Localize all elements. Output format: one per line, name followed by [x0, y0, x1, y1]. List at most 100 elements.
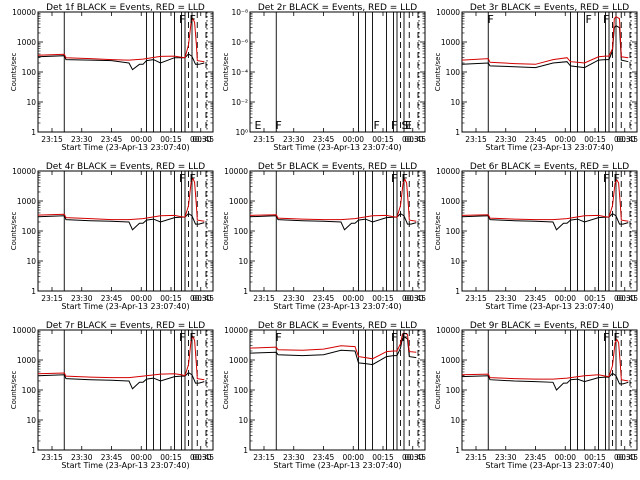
- y-tick-label: 1000: [17, 38, 36, 47]
- x-tick-label: 23:45: [313, 294, 335, 303]
- y-tick-label: 100: [234, 386, 249, 395]
- y-tick-label: 10: [450, 257, 460, 266]
- y-tick-label: 10000: [12, 167, 36, 176]
- x-tick-label: 00:30: [614, 135, 636, 144]
- flag-label: F: [179, 331, 185, 344]
- x-tick-label: 00:30: [190, 294, 212, 303]
- x-tick-label: 23:30: [71, 294, 93, 303]
- chart-panel-3r: Det 3r BLACK = Events, RED = LLD 1 10 100 10…: [434, 3, 638, 152]
- x-tick-label: 00:15: [160, 135, 182, 144]
- x-tick-label: 00:45: [616, 294, 638, 303]
- x-axis-label: Start Time (23-Apr-13 23:07:40): [273, 461, 401, 470]
- x-tick-label: 23:45: [525, 453, 547, 462]
- y-axis-label: Counts/sec: [434, 212, 442, 251]
- y-axis-label: Counts/sec: [222, 53, 230, 92]
- y-tick-label: 100: [22, 386, 37, 395]
- x-tick-label: 23:30: [495, 135, 517, 144]
- chart-title: Det 8r BLACK = Events, RED = LLD: [258, 321, 417, 331]
- x-axis-label: Start Time (23-Apr-13 23:07:40): [273, 143, 401, 152]
- y-axis-label: Counts/sec: [434, 371, 442, 410]
- x-tick-label: 00:30: [402, 135, 424, 144]
- x-tick-label: 00:00: [130, 135, 152, 144]
- chart-panel-1f: Det 1f BLACK = Events, RED = LLD 1 10 100 10…: [10, 3, 214, 152]
- x-tick-label: 23:15: [465, 135, 487, 144]
- y-axis-label: Counts/sec: [434, 53, 442, 92]
- y-tick-label: 10000: [436, 167, 460, 176]
- y-tick-label: 1000: [441, 356, 460, 365]
- flag-label: F: [603, 331, 609, 344]
- x-tick-label: 00:15: [372, 135, 394, 144]
- y-tick-label: 1000: [229, 356, 248, 365]
- flag-label: F: [179, 172, 185, 185]
- events-series-line: [37, 371, 205, 390]
- x-tick-label: 00:00: [342, 135, 364, 144]
- x-axis-label: Start Time (23-Apr-13 23:07:40): [61, 143, 189, 152]
- x-tick-label: 23:30: [283, 135, 305, 144]
- x-tick-label: 23:15: [41, 453, 63, 462]
- x-tick-label: 23:15: [253, 453, 275, 462]
- y-tick-label: 1: [31, 446, 36, 455]
- flag-label: F: [179, 13, 185, 26]
- y-axis-label: Counts/sec: [222, 212, 230, 251]
- chart-title: Det 2r BLACK = Events, RED = LLD: [258, 3, 417, 13]
- flag-label: F: [603, 13, 609, 26]
- y-tick-label: 10: [450, 416, 460, 425]
- x-tick-label: 23:45: [525, 135, 547, 144]
- x-tick-label: 00:45: [404, 294, 426, 303]
- events-series-line: [249, 212, 417, 231]
- y-tick-label: 10000: [224, 326, 248, 335]
- y-tick-label: 10⁻⁸: [231, 8, 248, 17]
- lld-series-line: [461, 179, 629, 222]
- chart-title: Det 5r BLACK = Events, RED = LLD: [258, 162, 417, 172]
- chart-panel-9r: Det 9r BLACK = Events, RED = LLD 1 10 100 10…: [434, 321, 638, 470]
- x-tick-label: 00:15: [584, 135, 606, 144]
- x-tick-label: 23:45: [101, 135, 123, 144]
- x-tick-label: 00:30: [190, 135, 212, 144]
- y-tick-label: 10: [238, 416, 248, 425]
- y-tick-label: 10⁻⁶: [231, 38, 248, 47]
- flag-label: F: [190, 13, 196, 26]
- y-tick-label: 10: [238, 257, 248, 266]
- flag-label: S: [402, 119, 409, 132]
- flag-label: F: [391, 331, 397, 344]
- y-tick-label: 1: [31, 287, 36, 296]
- chart-panel-6r: Det 6r BLACK = Events, RED = LLD 1 10 100 10…: [434, 162, 638, 311]
- x-tick-label: 23:30: [71, 135, 93, 144]
- flag-label: E: [255, 119, 262, 132]
- x-tick-label: 00:45: [404, 453, 426, 462]
- y-tick-label: 10⁻⁴: [231, 68, 248, 77]
- x-axis-label: Start Time (23-Apr-13 23:07:40): [61, 461, 189, 470]
- flag-label: F: [190, 172, 196, 185]
- chart-title: Det 7r BLACK = Events, RED = LLD: [46, 321, 205, 331]
- y-tick-label: 10: [26, 257, 36, 266]
- y-tick-label: 1: [455, 287, 460, 296]
- x-axis-label: Start Time (23-Apr-13 23:07:40): [485, 143, 613, 152]
- x-tick-label: 00:00: [342, 453, 364, 462]
- y-tick-label: 10000: [224, 167, 248, 176]
- flag-label: F: [391, 119, 397, 132]
- y-tick-label: 1000: [17, 356, 36, 365]
- y-tick-label: 1: [455, 446, 460, 455]
- x-tick-label: 00:00: [554, 135, 576, 144]
- x-axis-label: Start Time (23-Apr-13 23:07:40): [485, 461, 613, 470]
- events-series-line: [249, 336, 417, 366]
- x-tick-label: 00:45: [404, 135, 426, 144]
- x-tick-label: 00:00: [130, 294, 152, 303]
- y-tick-label: 10000: [436, 326, 460, 335]
- x-tick-label: 00:00: [554, 294, 576, 303]
- y-tick-label: 1: [455, 128, 460, 137]
- x-tick-label: 23:15: [465, 294, 487, 303]
- flag-label: F: [391, 172, 397, 185]
- chart-title: Det 4r BLACK = Events, RED = LLD: [46, 162, 205, 172]
- y-axis-label: Counts/sec: [10, 212, 18, 251]
- x-tick-label: 00:45: [616, 453, 638, 462]
- flag-label: F: [374, 119, 380, 132]
- lld-series-line: [37, 177, 205, 222]
- flag-label: F: [614, 172, 620, 185]
- x-tick-label: 23:30: [283, 453, 305, 462]
- chart-title: Det 3r BLACK = Events, RED = LLD: [470, 3, 629, 13]
- y-tick-label: 1: [31, 128, 36, 137]
- x-axis-label: Start Time (23-Apr-13 23:07:40): [61, 302, 189, 311]
- y-tick-label: 10: [26, 416, 36, 425]
- x-tick-label: 23:15: [253, 294, 275, 303]
